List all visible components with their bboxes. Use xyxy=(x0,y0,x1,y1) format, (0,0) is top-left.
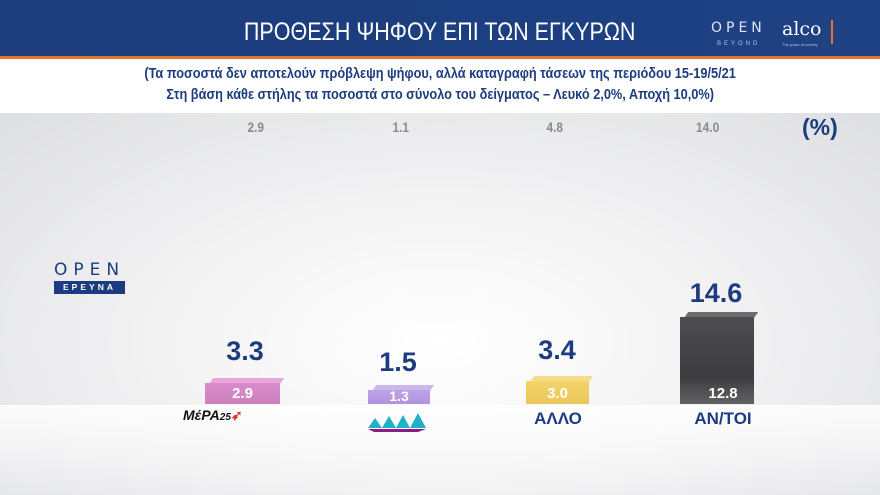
inner-value-antoi: 12.8 xyxy=(708,385,738,402)
beyond-label: BEYOND xyxy=(717,41,761,47)
label-allo: ΑΛΛΟ xyxy=(534,409,582,428)
ereyna-label: ΕΡΕΥΝΑ xyxy=(54,281,125,294)
open-logo-text: OPEN xyxy=(54,260,126,280)
chart-floor xyxy=(0,405,880,495)
bar-elliniki-lysi: 1.3 xyxy=(368,385,435,404)
prev-value-mera25: 2.9 xyxy=(247,119,265,135)
alco-logo: alco xyxy=(782,18,822,40)
logo-divider xyxy=(831,20,833,44)
bar-mera25: 2.9 xyxy=(205,378,285,404)
bar-allo: 3.0 xyxy=(526,376,594,404)
subtitle-line-2: Στη βάση κάθε στήλης τα ποσοστά στο σύνο… xyxy=(166,87,714,103)
header-bar xyxy=(0,0,880,56)
header-accent-line xyxy=(0,56,880,59)
bar-antoi: 12.8 xyxy=(680,312,759,404)
unit-label: (%) xyxy=(802,114,838,140)
prev-value-antoi: 14.0 xyxy=(696,119,720,135)
prev-value-elliniki-lysi: 1.1 xyxy=(392,119,410,135)
open-ereyna-logo: OPEN ΕΡΕΥΝΑ xyxy=(54,260,125,294)
chart-title: ΠΡΟΘΕΣΗ ΨΗΦΟΥ ΕΠΙ ΤΩΝ ΕΓΚΥΡΩΝ xyxy=(244,18,636,46)
alco-tagline: The pulse of society xyxy=(782,42,818,47)
subtitle-line-1: (Τα ποσοστά δεν αποτελούν πρόβλεψη ψήφου… xyxy=(144,66,736,82)
inner-value-mera25: 2.9 xyxy=(232,385,253,402)
label-antoi: ΑΝ/ΤΟΙ xyxy=(694,409,752,428)
elliniki-lysi-logo xyxy=(366,410,430,437)
open-beyond-logo: OPEN xyxy=(711,20,766,36)
value-mera25: 3.3 xyxy=(226,336,264,366)
subtitle-area xyxy=(0,59,880,113)
inner-value-elliniki-lysi: 1.3 xyxy=(389,388,409,404)
mera25-logo: ΜέΡΑ25➶ xyxy=(183,407,243,423)
value-elliniki-lysi: 1.5 xyxy=(379,347,417,377)
inner-value-allo: 3.0 xyxy=(547,385,568,402)
prev-value-allo: 4.8 xyxy=(546,119,564,135)
value-antoi: 14.6 xyxy=(689,278,743,308)
value-allo: 3.4 xyxy=(538,335,576,365)
